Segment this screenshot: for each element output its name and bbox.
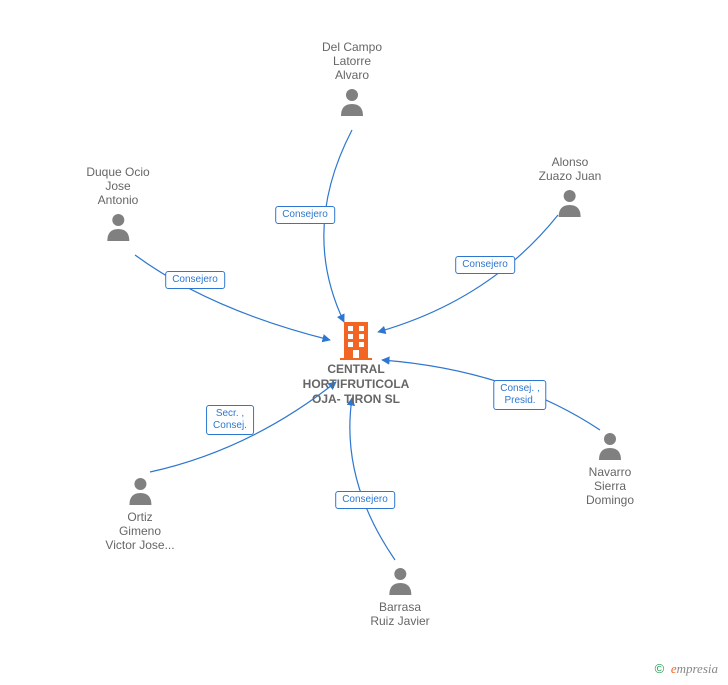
watermark: © empresia [655, 661, 718, 677]
person-icon [539, 187, 602, 222]
edge-n4 [350, 398, 395, 560]
person-label: Ortiz Gimeno Victor Jose... [105, 510, 174, 552]
diagram-canvas: CENTRAL HORTIFRUTICOLA OJA- TIRON SL Del… [0, 0, 728, 685]
brand-rest: mpresia [677, 661, 718, 676]
person-icon [86, 211, 149, 246]
edge-label-n5: Secr. , Consej. [206, 405, 254, 435]
edge-label-n2: Consejero [455, 256, 515, 274]
person-node-n6: Duque Ocio Jose Antonio [86, 165, 149, 246]
person-node-n3: Navarro Sierra Domingo [586, 430, 634, 511]
edge-label-n6: Consejero [165, 271, 225, 289]
person-node-n2: Alonso Zuazo Juan [539, 155, 602, 222]
person-node-n1: Del Campo Latorre Alvaro [322, 40, 382, 121]
edge-n3 [382, 360, 600, 430]
center-company-label: CENTRAL HORTIFRUTICOLA OJA- TIRON SL [303, 362, 410, 407]
person-label: Duque Ocio Jose Antonio [86, 165, 149, 207]
person-label: Barrasa Ruiz Javier [370, 600, 429, 628]
person-icon [370, 565, 429, 600]
person-label: Navarro Sierra Domingo [586, 465, 634, 507]
person-icon [586, 430, 634, 465]
edge-n1 [324, 130, 352, 322]
person-node-n5: Ortiz Gimeno Victor Jose... [105, 475, 174, 556]
copyright-symbol: © [655, 661, 665, 676]
edge-label-n4: Consejero [335, 491, 395, 509]
building-icon [338, 320, 374, 360]
person-node-n4: Barrasa Ruiz Javier [370, 565, 429, 632]
edge-n6 [135, 255, 330, 340]
edge-label-n1: Consejero [275, 206, 335, 224]
person-label: Del Campo Latorre Alvaro [322, 40, 382, 82]
person-label: Alonso Zuazo Juan [539, 155, 602, 183]
edge-label-n3: Consej. , Presid. [493, 380, 546, 410]
person-icon [105, 475, 174, 510]
person-icon [322, 86, 382, 121]
center-company-node [338, 320, 374, 365]
